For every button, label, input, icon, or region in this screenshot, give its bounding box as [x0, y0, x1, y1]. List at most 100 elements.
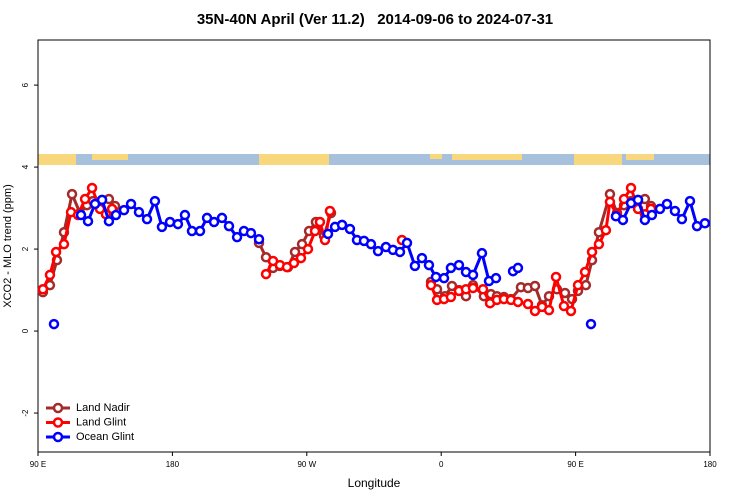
- data-point: [309, 225, 321, 237]
- data-point: [295, 252, 307, 264]
- data-point: [438, 272, 450, 284]
- data-point: [133, 206, 145, 218]
- data-point: [477, 283, 489, 295]
- data-point: [543, 304, 555, 316]
- x-tick-label: 90 E: [567, 460, 583, 469]
- data-point: [490, 272, 502, 284]
- data-point: [646, 209, 658, 221]
- data-point: [96, 194, 108, 206]
- y-axis-label: XCO2 - MLO trend (ppm): [2, 184, 14, 307]
- data-point: [445, 291, 457, 303]
- data-point: [314, 216, 326, 228]
- data-point: [66, 188, 78, 200]
- data-point: [156, 221, 168, 233]
- data-point: [324, 205, 336, 217]
- data-point: [253, 233, 265, 245]
- land-strip: [38, 154, 76, 165]
- data-point: [86, 182, 98, 194]
- data-point: [423, 259, 435, 271]
- data-point: [625, 182, 637, 194]
- data-point: [289, 246, 301, 258]
- data-point: [430, 271, 442, 283]
- ocean-strip: [38, 154, 710, 165]
- y-tick-label: -2: [21, 409, 30, 417]
- legend-marker: [52, 402, 64, 414]
- x-tick-label: 90 W: [297, 460, 316, 469]
- x-axis-label: Longitude: [348, 476, 401, 490]
- data-point: [558, 300, 570, 312]
- data-point: [669, 205, 681, 217]
- data-point: [302, 243, 314, 255]
- data-point: [512, 296, 524, 308]
- data-point: [676, 213, 688, 225]
- data-point: [110, 209, 122, 221]
- data-point: [476, 247, 488, 259]
- data-point: [661, 198, 673, 210]
- legend-label: Land Glint: [76, 416, 126, 428]
- data-point: [522, 298, 534, 310]
- data-point: [372, 245, 384, 257]
- data-point: [572, 279, 584, 291]
- data-point: [453, 259, 465, 271]
- data-point: [336, 219, 348, 231]
- series: [48, 194, 711, 330]
- land-strip: [626, 154, 654, 160]
- legend-marker: [52, 431, 64, 443]
- data-point: [50, 246, 62, 258]
- data-point: [79, 193, 91, 205]
- data-point: [75, 209, 87, 221]
- land-strip: [259, 154, 329, 165]
- data-point: [44, 269, 56, 281]
- x-tick-label: 180: [166, 460, 180, 469]
- y-tick-label: 0: [21, 328, 30, 333]
- data-point: [699, 217, 711, 229]
- data-point: [409, 260, 421, 272]
- y-tick-label: 6: [21, 82, 30, 87]
- data-point: [394, 246, 406, 258]
- data-point: [245, 227, 257, 239]
- land-strip: [430, 154, 442, 159]
- data-point: [322, 228, 334, 240]
- data-point: [654, 203, 666, 215]
- data-point: [231, 231, 243, 243]
- data-point: [208, 216, 220, 228]
- data-point: [141, 213, 153, 225]
- chart-title: 35N-40N April (Ver 11.2) 2014-09-06 to 2…: [197, 11, 553, 28]
- data-point: [639, 214, 651, 226]
- data-point: [260, 268, 272, 280]
- data-point: [223, 220, 235, 232]
- data-point: [103, 215, 115, 227]
- data-point: [617, 214, 629, 226]
- data-point: [344, 223, 356, 235]
- data-point: [172, 218, 184, 230]
- data-point: [586, 246, 598, 258]
- data-point: [593, 238, 605, 250]
- land-strip: [92, 154, 128, 160]
- x-tick-label: 0: [439, 460, 444, 469]
- data-point: [600, 224, 612, 236]
- y-tick-label: 4: [21, 164, 30, 169]
- data-point: [445, 262, 457, 274]
- data-point: [512, 262, 524, 274]
- data-point: [529, 280, 541, 292]
- land-ocean-band: [38, 154, 710, 165]
- data-point: [467, 269, 479, 281]
- data-point: [186, 225, 198, 237]
- legend-marker: [52, 417, 64, 428]
- data-point: [48, 318, 60, 330]
- data-point: [82, 215, 94, 227]
- data-point: [125, 198, 137, 210]
- data-point: [365, 238, 377, 250]
- legend-label: Land Nadir: [76, 402, 130, 414]
- data-point: [401, 237, 413, 249]
- data-point: [194, 225, 206, 237]
- data-point: [684, 195, 696, 207]
- data-point: [425, 279, 437, 291]
- data-point: [579, 266, 591, 278]
- data-point: [216, 212, 228, 224]
- data-point: [179, 209, 191, 221]
- data-point: [149, 195, 161, 207]
- data-point: [565, 305, 577, 317]
- data-point: [550, 271, 562, 283]
